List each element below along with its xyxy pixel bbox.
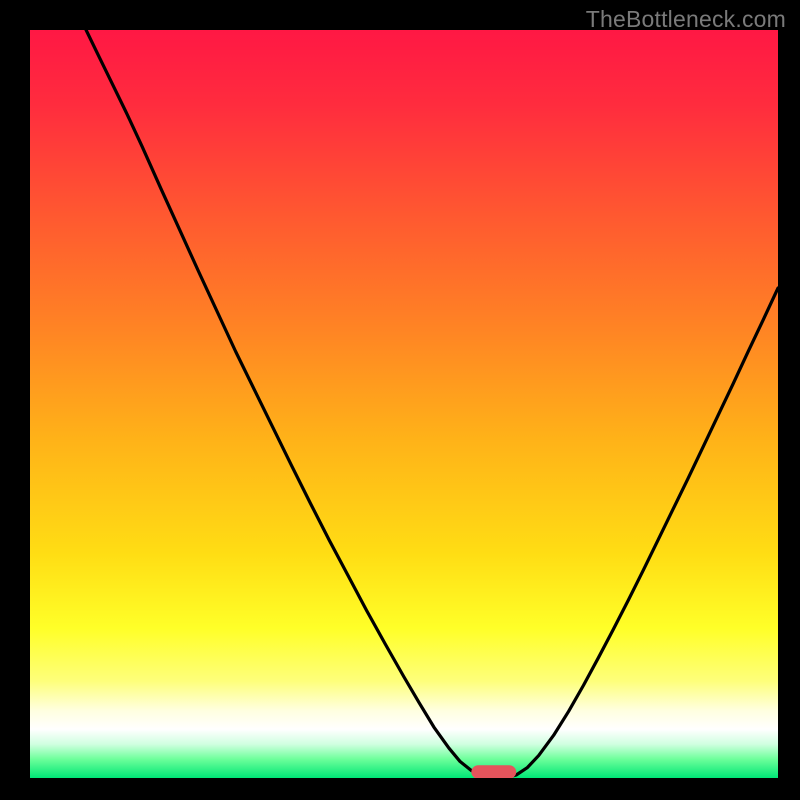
plot-area — [30, 30, 778, 778]
watermark-text: TheBottleneck.com — [586, 6, 786, 33]
stage: TheBottleneck.com — [0, 0, 800, 800]
plot-background — [30, 30, 778, 778]
plot-svg — [30, 30, 778, 778]
optimum-marker — [471, 765, 516, 778]
